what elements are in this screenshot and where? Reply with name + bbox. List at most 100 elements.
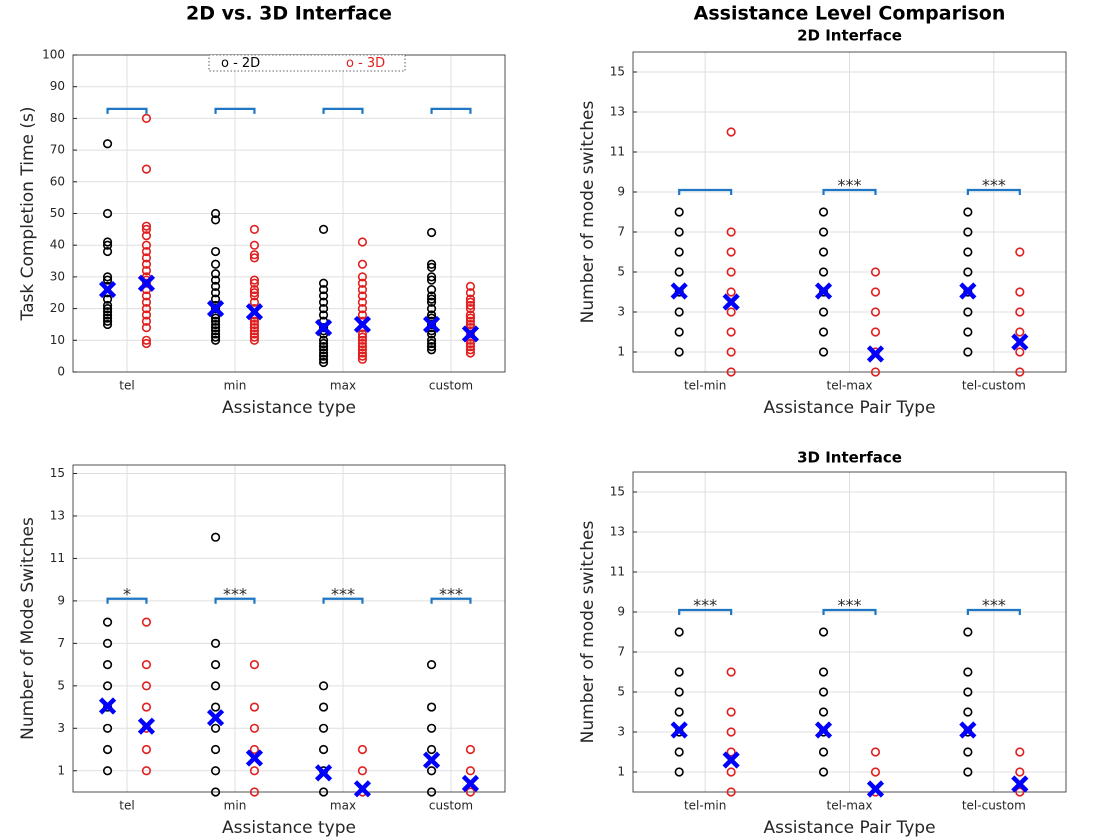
point [249,224,260,234]
point [726,767,736,777]
point [818,767,829,777]
point [818,747,829,757]
point [357,345,368,355]
point [141,246,152,257]
point [357,272,368,282]
point [818,307,829,317]
point [963,307,973,317]
point [102,304,113,314]
y-tick-label: 15 [610,65,625,79]
point [818,347,829,357]
point [426,723,437,733]
point [210,332,221,342]
x-tick-label: min [224,799,247,813]
point [870,307,881,317]
point [426,702,437,712]
point [141,259,152,269]
point [357,335,368,345]
point [818,327,829,337]
x-tick-label: custom [429,799,473,813]
mean-marker [959,721,977,739]
point [674,627,684,637]
y-tick-label: 11 [50,551,65,565]
significance-label: *** [439,584,463,603]
point [357,237,368,247]
point [870,267,881,277]
point [210,659,221,670]
point [102,307,113,317]
point [141,702,152,712]
point [318,702,329,712]
y-axis-label: Number of mode switches [578,101,598,324]
point [357,342,368,352]
point [674,227,684,237]
point [674,687,684,697]
point [141,291,152,301]
point [141,240,152,250]
mean-marker [670,282,688,300]
point [726,247,736,257]
point [318,345,329,355]
point [726,327,736,337]
y-tick-label: 70 [50,143,65,157]
point [465,313,476,323]
point [963,667,973,677]
y-tick-label: 90 [50,79,65,93]
point [210,288,221,298]
point [141,221,152,231]
point [141,316,152,326]
point [141,297,152,307]
point [210,281,221,292]
point [141,113,152,123]
mean-marker [959,282,977,300]
point [102,766,113,776]
point [357,351,368,361]
y-tick-label: 15 [50,466,65,480]
point [102,659,113,670]
point [318,338,329,349]
legend-label: o - 3D [346,56,385,71]
point [465,342,476,352]
point [726,727,736,737]
mean-marker [866,780,885,798]
point [210,329,221,339]
point [249,253,260,263]
point [818,687,829,697]
bracket [322,107,364,114]
point [102,139,113,149]
mean-marker [670,721,688,739]
point [465,319,476,330]
point [818,667,829,677]
point [465,338,476,349]
y-tick-label: 5 [617,685,625,699]
point [426,284,437,295]
point [102,638,113,648]
mean-marker [722,293,740,311]
point [1015,247,1025,257]
point [426,304,437,314]
point [102,319,113,330]
x-tick-label: max [330,799,356,813]
x-tick-label: min [224,379,247,393]
bracket [678,608,733,615]
point [818,627,829,637]
point [249,250,260,260]
panel: 0 10 20 30 40 50 60 70 80 90 100 tel min max custom Ass… [18,3,506,418]
bracket [322,597,364,604]
point [249,766,260,776]
point [674,347,684,357]
point [141,766,152,776]
point [357,354,368,364]
point [465,316,476,326]
point [426,272,437,282]
bracket [966,608,1021,615]
point [1015,327,1025,337]
y-tick-label: 1 [617,345,625,359]
y-tick-label: 3 [57,721,65,735]
y-tick-label: 13 [610,105,625,119]
mean-marker [137,717,156,735]
y-tick-label: 5 [617,265,625,279]
y-tick-label: 5 [57,678,65,692]
point [141,659,152,670]
y-tick-label: 7 [617,645,625,659]
